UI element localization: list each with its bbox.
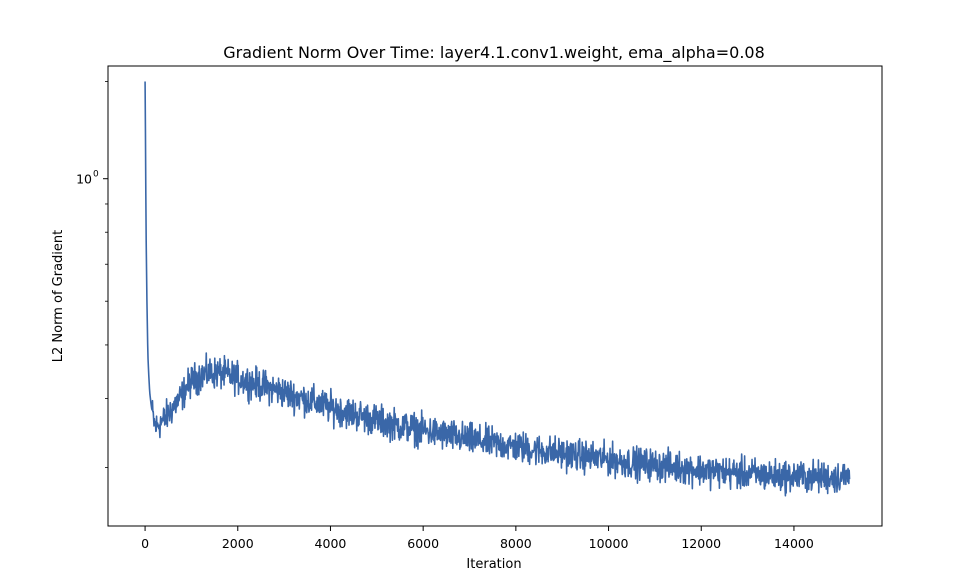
series-line bbox=[144, 81, 851, 497]
plot-frame bbox=[107, 65, 883, 527]
chart-title: Gradient Norm Over Time: layer4.1.conv1.… bbox=[223, 43, 765, 63]
x-tick-label: 6000 bbox=[407, 536, 439, 551]
x-axis-label: Iteration bbox=[466, 557, 521, 572]
x-tick-label: 14000 bbox=[774, 536, 814, 551]
x-tick-label: 2000 bbox=[222, 536, 254, 551]
x-tick-label: 8000 bbox=[500, 536, 532, 551]
plot-area bbox=[144, 81, 851, 497]
y-tick-exponent: 0 bbox=[93, 170, 99, 180]
x-tick-label: 10000 bbox=[589, 536, 629, 551]
x-tick-label: 4000 bbox=[315, 536, 347, 551]
y-axis-ticks: 10 0 bbox=[76, 81, 108, 468]
x-tick-label: 0 bbox=[141, 536, 149, 551]
x-axis-ticks: 0 2000 4000 6000 8000 10000 12000 14000 bbox=[141, 526, 814, 551]
y-tick-label: 10 bbox=[76, 172, 92, 187]
y-axis-label: L2 Norm of Gradient bbox=[51, 230, 66, 362]
x-tick-label: 12000 bbox=[681, 536, 721, 551]
